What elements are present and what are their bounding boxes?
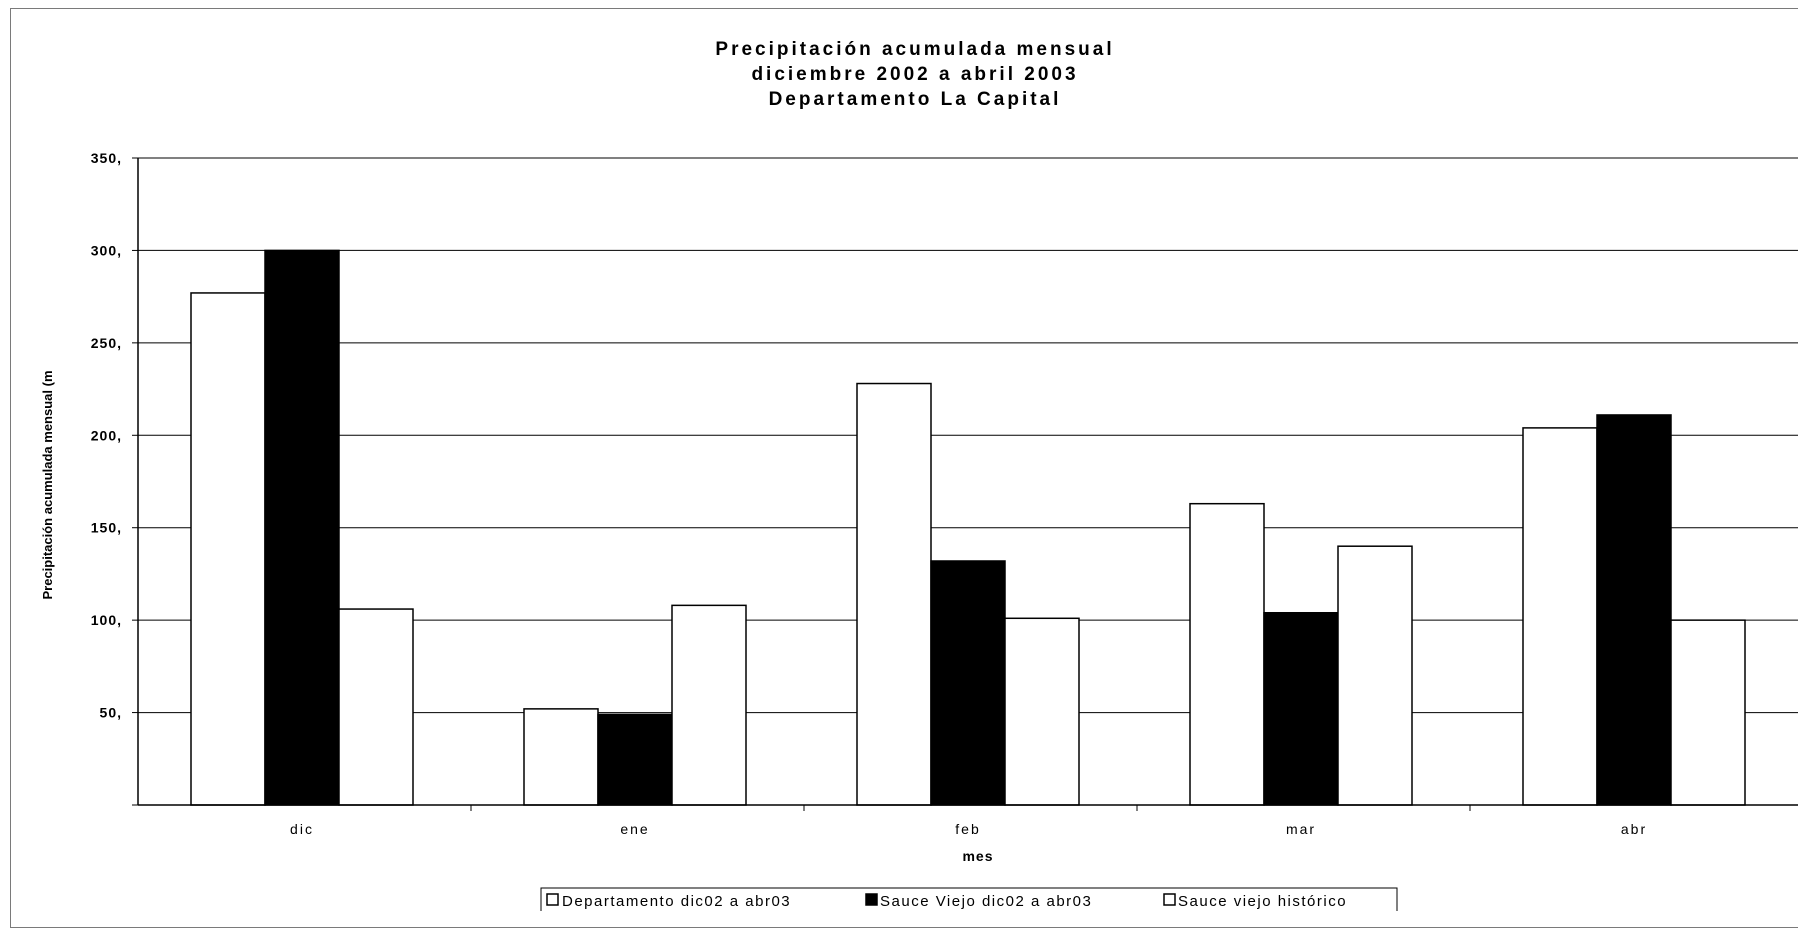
axes <box>137 158 1798 806</box>
bar-mar-series-1 <box>1263 611 1339 806</box>
y-tick-label: 150, <box>91 520 122 536</box>
bars <box>190 249 1746 806</box>
legend-swatch-sauce-historico <box>1163 893 1176 906</box>
legend-swatch-departamento <box>546 893 559 906</box>
legend-label-sauce-viejo: Sauce Viejo dic02 a abr03 <box>880 893 1092 910</box>
bar-feb-series-2 <box>1004 617 1080 806</box>
y-tick-label: 100, <box>91 612 122 628</box>
y-tick-labels: 50, 100, 150, 200, 250, 300, 350, <box>91 150 122 721</box>
y-tick-label: 50, <box>100 705 122 721</box>
y-tick-label: 250, <box>91 335 122 351</box>
x-tick-label-abr: abr <box>1621 821 1647 837</box>
y-tick-label: 300, <box>91 242 122 258</box>
legend: Departamento dic02 a abr03 Sauce Viejo d… <box>540 887 1398 911</box>
x-tick-labels: dic ene feb mar abr <box>290 821 1647 837</box>
chart-title-line-2: diciembre 2002 a abril 2003 <box>751 64 1078 85</box>
y-tick-label: 350, <box>91 150 122 166</box>
bar-dic-series-2 <box>338 608 414 806</box>
y-axis-label: Precipitación acumulada mensual (m <box>40 370 55 599</box>
bar-ene-series-1 <box>597 713 673 806</box>
bar-feb-series-0 <box>856 382 932 806</box>
x-tick-label-dic: dic <box>290 821 314 837</box>
chart-title: Precipitación acumulada mensual diciembr… <box>715 39 1114 110</box>
chart-title-line-1: Precipitación acumulada mensual <box>715 39 1114 60</box>
bar-abr-series-1 <box>1596 414 1672 806</box>
chart-title-line-3: Departamento La Capital <box>769 89 1062 110</box>
bar-mar-series-0 <box>1189 502 1265 806</box>
bar-feb-series-1 <box>930 560 1006 806</box>
x-tick-label-mar: mar <box>1286 821 1316 837</box>
bar-dic-series-1 <box>264 249 340 806</box>
x-tick-label-feb: feb <box>955 821 980 837</box>
bar-ene-series-0 <box>523 708 599 806</box>
x-axis-label: mes <box>962 848 993 864</box>
y-tick-label: 200, <box>91 427 122 443</box>
x-tick-label-ene: ene <box>620 821 649 837</box>
bar-mar-series-2 <box>1337 545 1413 806</box>
bar-ene-series-2 <box>671 604 747 806</box>
legend-box <box>540 887 1398 911</box>
legend-label-departamento: Departamento dic02 a abr03 <box>562 893 791 910</box>
bar-dic-series-0 <box>190 292 266 806</box>
legend-swatch-sauce-viejo <box>865 893 878 906</box>
bar-abr-series-2 <box>1670 619 1746 806</box>
bar-abr-series-0 <box>1522 427 1598 806</box>
legend-label-sauce-historico: Sauce viejo histórico <box>1178 893 1347 910</box>
